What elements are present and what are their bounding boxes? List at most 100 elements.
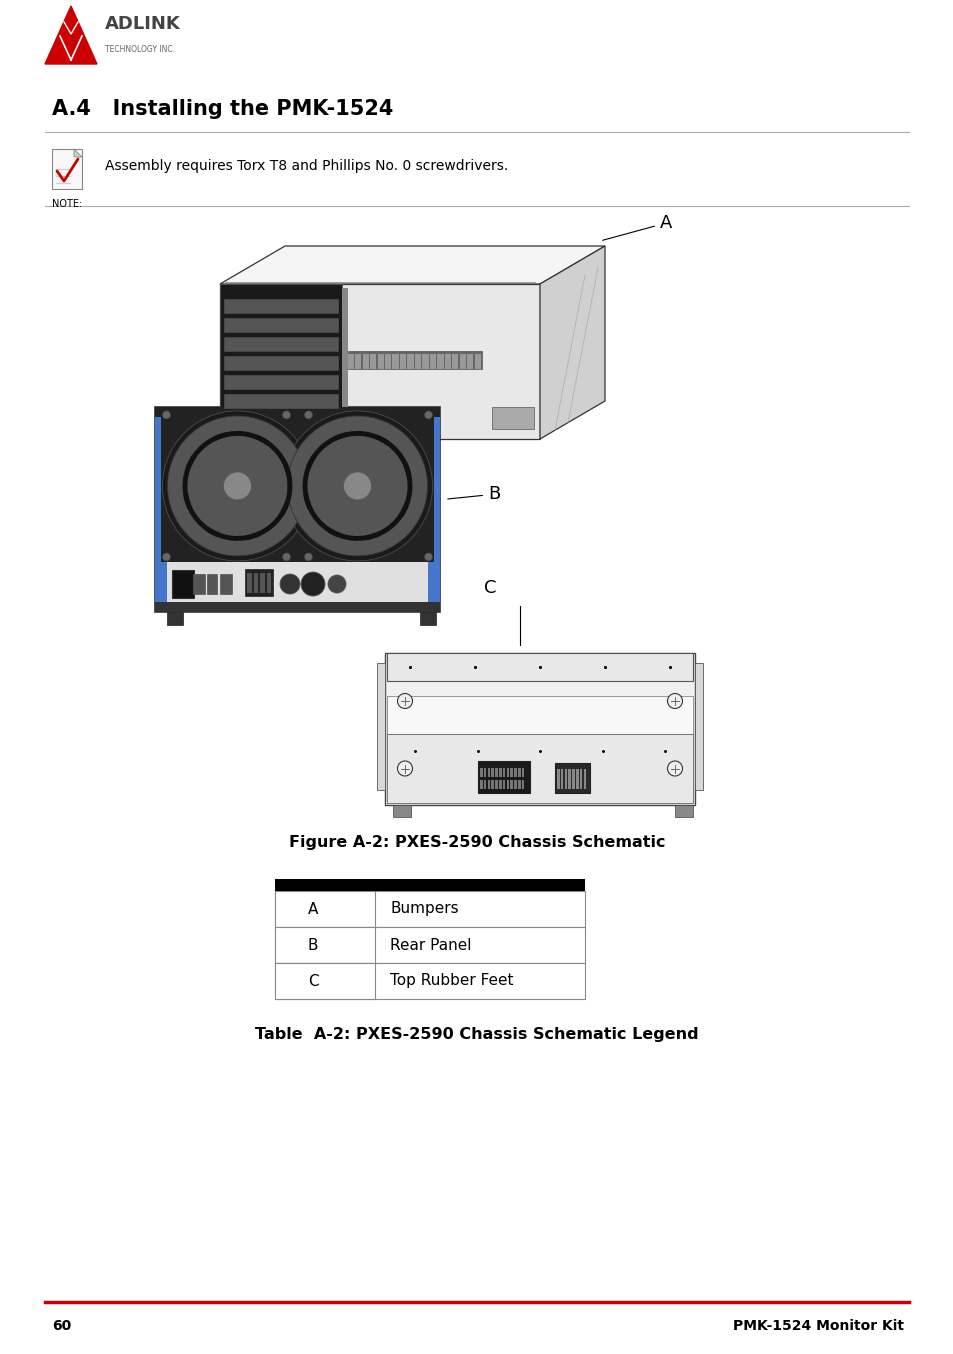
Bar (510, 768, 513, 777)
Bar (52, 149, 82, 190)
Bar (393, 806, 411, 816)
Bar (207, 574, 216, 594)
Bar (387, 696, 692, 734)
Bar (459, 353, 465, 370)
Text: B: B (308, 937, 318, 952)
Bar (452, 353, 458, 370)
Circle shape (424, 552, 432, 561)
Bar (167, 412, 428, 561)
Text: C: C (308, 974, 318, 988)
Bar (172, 570, 193, 598)
Bar (483, 780, 486, 789)
Bar (385, 653, 695, 806)
Bar (564, 769, 566, 789)
Bar (224, 356, 337, 370)
Bar (376, 663, 385, 789)
Bar (377, 353, 383, 370)
Text: A: A (602, 214, 672, 240)
Circle shape (304, 410, 313, 418)
Bar (274, 891, 584, 927)
Bar (274, 879, 584, 891)
Bar (274, 891, 375, 927)
Bar (154, 408, 439, 417)
Bar (491, 780, 494, 789)
Bar (362, 353, 368, 370)
Circle shape (282, 410, 432, 561)
Bar (572, 769, 574, 789)
Bar (487, 780, 490, 789)
Bar (253, 573, 257, 593)
Bar (479, 780, 482, 789)
Bar (260, 573, 264, 593)
Bar (477, 761, 530, 793)
Bar (430, 353, 436, 370)
Bar (506, 780, 509, 789)
Circle shape (397, 761, 412, 776)
Text: NOTE:: NOTE: (52, 199, 82, 209)
Text: Figure A-2: PXES-2590 Chassis Schematic: Figure A-2: PXES-2590 Chassis Schematic (289, 834, 664, 849)
Bar (224, 337, 337, 351)
Bar (347, 353, 354, 370)
Polygon shape (220, 246, 604, 284)
Bar (154, 408, 167, 612)
Bar (274, 963, 584, 999)
Bar (510, 780, 513, 789)
Text: Bumpers: Bumpers (390, 902, 458, 917)
Bar (436, 353, 443, 370)
Text: Top Rubber Feet: Top Rubber Feet (390, 974, 513, 988)
Bar (514, 780, 517, 789)
Bar (224, 413, 337, 427)
Bar (579, 769, 581, 789)
Bar (387, 653, 692, 681)
Bar (568, 769, 570, 789)
Bar (224, 299, 337, 313)
Bar (560, 769, 562, 789)
Circle shape (223, 473, 252, 500)
Circle shape (667, 761, 681, 776)
Bar (224, 318, 337, 332)
Bar (444, 353, 451, 370)
Polygon shape (220, 284, 539, 439)
Bar (555, 764, 589, 793)
Bar (274, 927, 584, 963)
Bar (517, 768, 520, 777)
Bar (475, 353, 480, 370)
Bar (370, 353, 375, 370)
Bar (502, 780, 505, 789)
Text: ADLINK: ADLINK (105, 15, 180, 32)
Bar (557, 769, 558, 789)
Text: A.4   Installing the PMK-1524: A.4 Installing the PMK-1524 (52, 99, 393, 119)
Text: Table  A-2: PXES-2590 Chassis Schematic Legend: Table A-2: PXES-2590 Chassis Schematic L… (254, 1026, 699, 1043)
Bar (220, 284, 341, 439)
Bar (502, 768, 505, 777)
Bar (419, 612, 436, 626)
Bar (220, 574, 232, 594)
Bar (514, 768, 517, 777)
Bar (495, 780, 497, 789)
Bar (487, 768, 490, 777)
Bar (385, 353, 391, 370)
Polygon shape (45, 5, 97, 64)
Bar (154, 603, 439, 612)
Bar (498, 780, 501, 789)
Bar (675, 806, 692, 816)
Bar (161, 410, 314, 562)
Bar (422, 353, 428, 370)
Bar (247, 573, 252, 593)
Circle shape (168, 416, 307, 556)
Circle shape (667, 693, 681, 708)
Circle shape (304, 552, 313, 561)
Text: PMK-1524 Monitor Kit: PMK-1524 Monitor Kit (732, 1319, 903, 1332)
Circle shape (282, 410, 291, 418)
Text: 60: 60 (52, 1319, 71, 1332)
Bar (583, 769, 585, 789)
Circle shape (162, 552, 171, 561)
Bar (428, 408, 439, 612)
Text: Rear Panel: Rear Panel (390, 937, 471, 952)
Bar (479, 768, 482, 777)
Bar (495, 768, 497, 777)
Bar (245, 570, 273, 596)
Bar (498, 768, 501, 777)
Bar (224, 394, 337, 408)
Circle shape (287, 416, 427, 556)
